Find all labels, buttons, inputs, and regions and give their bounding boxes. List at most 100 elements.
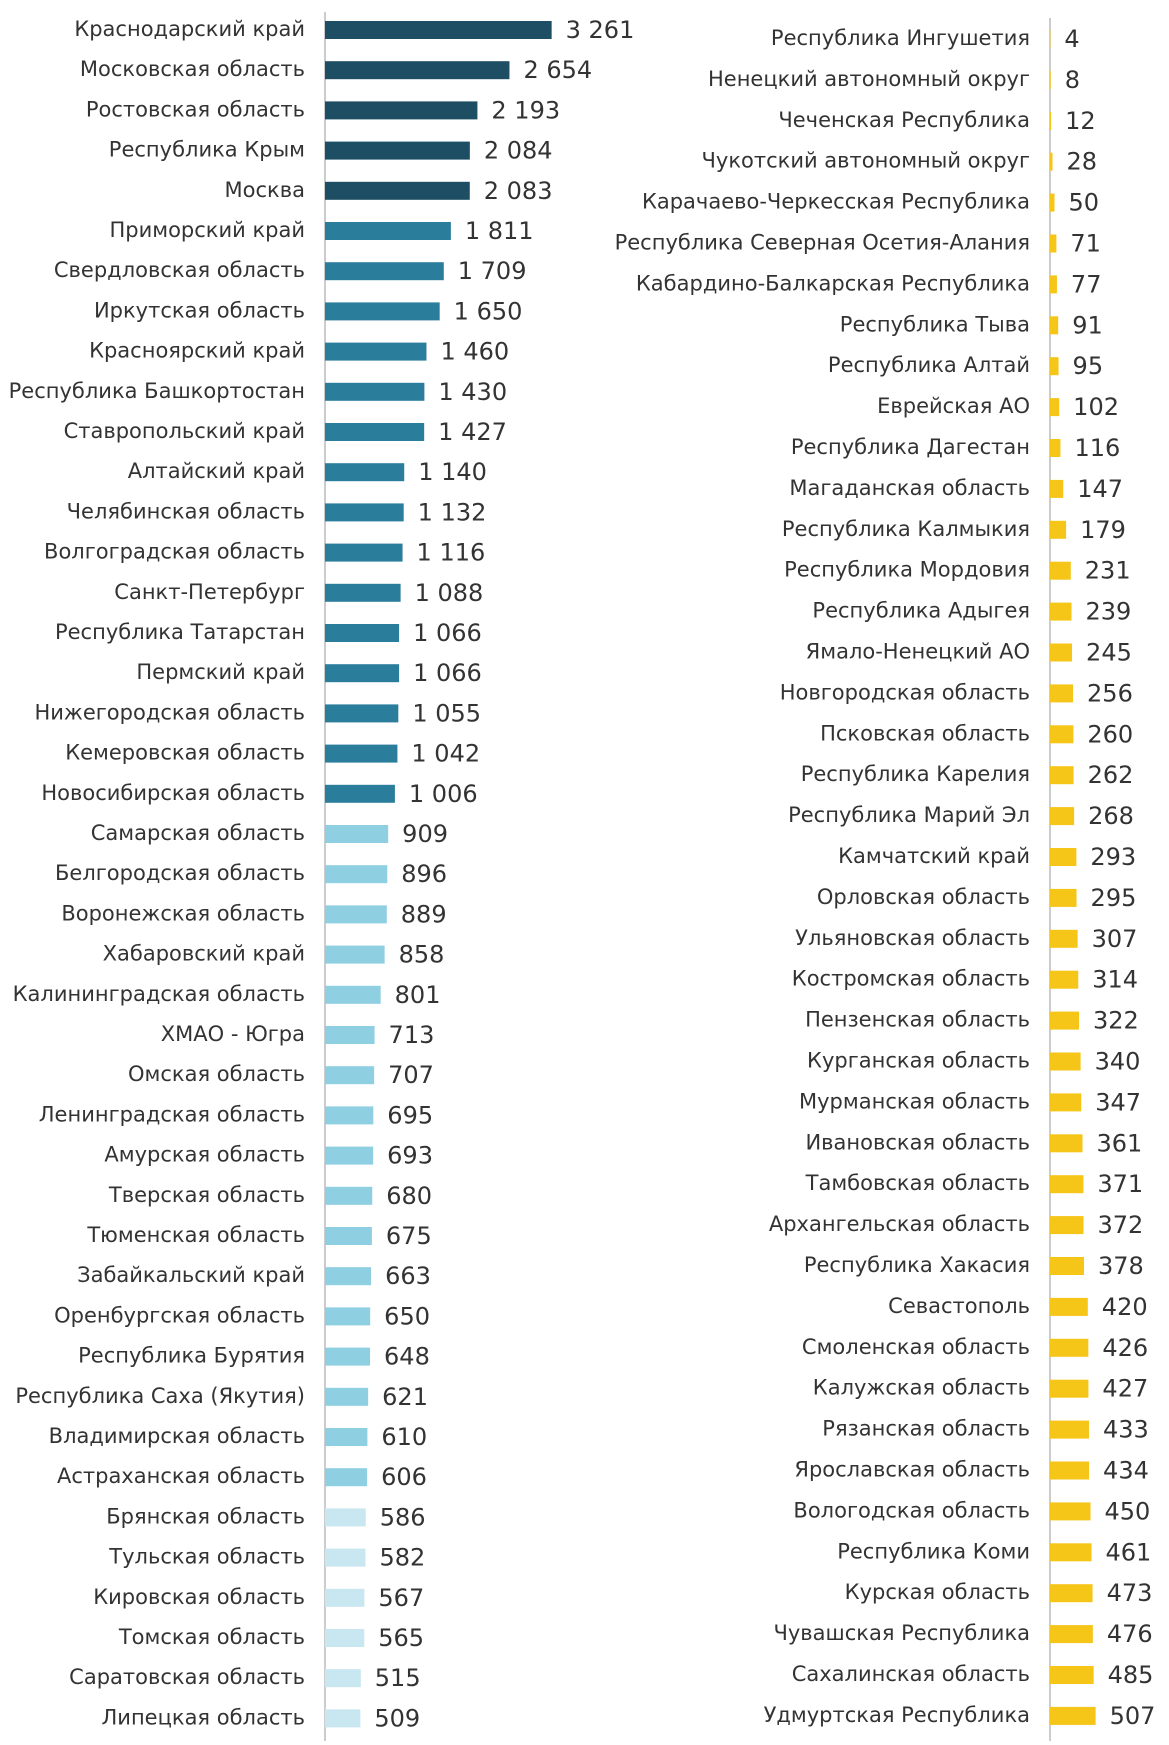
category-label: Карачаево-Черкесская Республика [642,190,1030,214]
value-label: 507 [1110,1702,1156,1730]
category-label: Воронежская область [61,901,305,925]
bar [1050,1298,1088,1316]
category-label: Смоленская область [802,1335,1030,1359]
category-label: Самарская область [91,821,305,845]
bar [1050,1625,1093,1643]
bar [325,825,388,843]
bar [325,1508,366,1526]
value-label: 606 [381,1463,427,1491]
value-label: 434 [1103,1457,1149,1485]
category-label: Архангельская область [769,1212,1030,1236]
value-label: 361 [1096,1129,1142,1157]
bar [1050,71,1051,89]
value-label: 1 427 [438,418,507,446]
category-label: Ульяновская область [795,926,1030,950]
category-label: Республика Мордовия [784,558,1030,582]
value-label: 1 066 [413,659,482,687]
bar [325,1307,370,1325]
bar [325,423,424,441]
bar [325,222,451,240]
category-label: Кабардино-Балкарская Республика [636,271,1030,295]
value-label: 420 [1102,1293,1148,1321]
bar [1050,1134,1082,1152]
bar [325,1147,373,1165]
category-label: Республика Карелия [801,762,1030,786]
category-label: Сахалинская область [792,1662,1030,1686]
value-label: 896 [401,860,447,888]
value-label: 239 [1086,598,1132,626]
category-label: Липецкая область [102,1705,306,1729]
bar [325,1589,364,1607]
value-label: 1 460 [440,338,509,366]
value-label: 433 [1103,1416,1149,1444]
category-label: Томская область [118,1625,305,1649]
value-label: 4 [1064,25,1079,53]
category-label: Ростовская область [86,97,305,121]
value-label: 565 [378,1624,424,1652]
category-label: Республика Алтай [828,353,1030,377]
category-label: Москва [225,178,305,202]
value-label: 1 042 [411,740,480,768]
value-label: 116 [1074,434,1120,462]
bar [1050,439,1060,457]
category-label: Свердловская область [54,258,305,282]
bar [1050,1584,1093,1602]
category-label: Камчатский край [838,844,1030,868]
bar [325,463,404,481]
category-label: Республика Марий Эл [788,803,1030,827]
category-label: Пермский край [136,660,305,684]
category-label: Краснодарский край [74,17,305,41]
bar [1050,1380,1088,1398]
value-label: 256 [1087,679,1133,707]
bar [1050,316,1058,334]
value-label: 50 [1069,189,1100,217]
category-label: Алтайский край [128,459,305,483]
value-label: 582 [379,1544,425,1572]
value-label: 231 [1085,557,1131,585]
bar [325,1066,374,1084]
value-label: 28 [1067,148,1098,176]
bar [325,101,477,119]
category-label: Челябинская область [67,499,305,523]
category-label: Калужская область [813,1376,1030,1400]
value-label: 262 [1088,761,1134,789]
category-label: Оренбургская область [54,1303,305,1327]
category-label: Республика Калмыкия [782,517,1030,541]
category-label: Приморский край [109,218,305,242]
category-label: Республика Татарстан [55,620,305,644]
category-label: Ленинградская область [39,1102,305,1126]
bar [325,986,381,1004]
value-label: 2 083 [484,177,553,205]
category-label: Псковская область [820,721,1030,745]
value-label: 648 [384,1343,430,1371]
value-label: 515 [375,1664,421,1692]
value-label: 1 116 [417,539,486,567]
category-label: Иркутская область [94,298,305,322]
bar [325,1549,365,1567]
bar [325,1227,372,1245]
value-label: 1 140 [418,458,487,486]
value-label: 1 055 [412,699,481,727]
value-label: 621 [382,1383,428,1411]
bar [1050,1502,1091,1520]
bar [325,624,399,642]
bar [1050,1175,1083,1193]
category-label: Республика Дагестан [791,435,1030,459]
value-label: 1 066 [413,619,482,647]
value-label: 909 [402,820,448,848]
value-label: 586 [380,1503,426,1531]
value-label: 2 084 [484,137,553,165]
bar [1050,971,1078,989]
category-label: Ненецкий автономный округ [708,67,1030,91]
value-label: 509 [374,1704,420,1732]
value-label: 801 [395,981,441,1009]
bar [1050,644,1072,662]
value-label: 1 132 [418,498,487,526]
value-label: 675 [386,1222,432,1250]
category-label: Курганская область [807,1049,1030,1073]
bar [1050,1421,1089,1439]
category-label: Республика Ингушетия [771,26,1030,50]
bar [1050,684,1073,702]
bar [325,343,426,361]
category-label: Хабаровский край [103,942,305,966]
